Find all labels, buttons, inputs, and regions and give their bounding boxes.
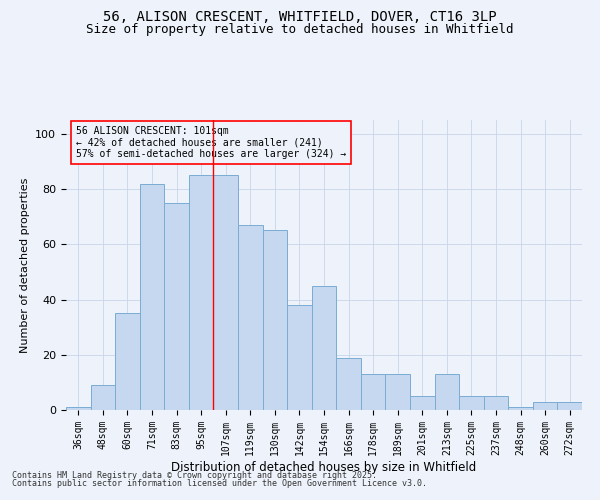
X-axis label: Distribution of detached houses by size in Whitfield: Distribution of detached houses by size … [172, 460, 476, 473]
Bar [385, 374, 410, 410]
Y-axis label: Number of detached properties: Number of detached properties [20, 178, 30, 352]
Text: 56, ALISON CRESCENT, WHITFIELD, DOVER, CT16 3LP: 56, ALISON CRESCENT, WHITFIELD, DOVER, C… [103, 10, 497, 24]
Bar [459, 396, 484, 410]
Bar [336, 358, 361, 410]
Bar [263, 230, 287, 410]
Bar [238, 225, 263, 410]
Text: Size of property relative to detached houses in Whitfield: Size of property relative to detached ho… [86, 22, 514, 36]
Bar [508, 407, 533, 410]
Bar [66, 407, 91, 410]
Bar [164, 203, 189, 410]
Text: 56 ALISON CRESCENT: 101sqm
← 42% of detached houses are smaller (241)
57% of sem: 56 ALISON CRESCENT: 101sqm ← 42% of deta… [76, 126, 347, 159]
Bar [434, 374, 459, 410]
Bar [189, 175, 214, 410]
Bar [287, 305, 312, 410]
Bar [214, 175, 238, 410]
Bar [115, 314, 140, 410]
Bar [484, 396, 508, 410]
Text: Contains public sector information licensed under the Open Government Licence v3: Contains public sector information licen… [12, 478, 427, 488]
Text: Contains HM Land Registry data © Crown copyright and database right 2025.: Contains HM Land Registry data © Crown c… [12, 471, 377, 480]
Bar [91, 385, 115, 410]
Bar [312, 286, 336, 410]
Bar [361, 374, 385, 410]
Bar [533, 402, 557, 410]
Bar [140, 184, 164, 410]
Bar [557, 402, 582, 410]
Bar [410, 396, 434, 410]
